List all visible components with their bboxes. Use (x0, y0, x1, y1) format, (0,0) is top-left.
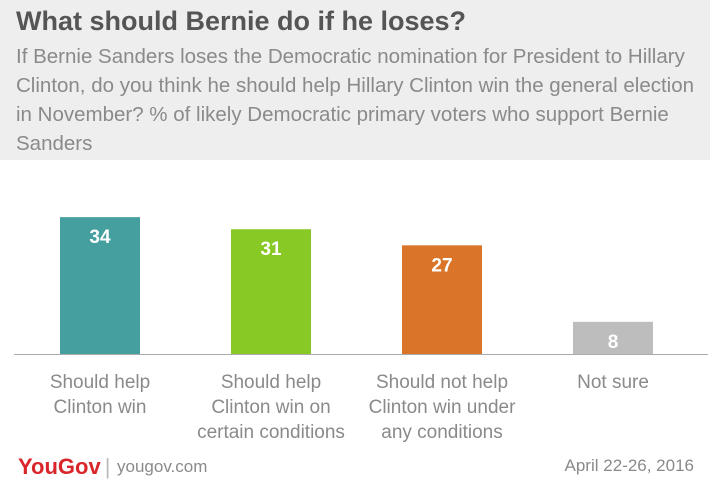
footer-url: yougov.com (117, 457, 208, 476)
category-label-4-line-1: Not sure (577, 372, 649, 393)
brand-name: YouGov (18, 454, 101, 479)
category-label-2-line-2: Clinton win on (211, 397, 330, 418)
survey-date: April 22-26, 2016 (564, 456, 694, 475)
category-label-1-line-1: Should help (50, 372, 150, 393)
chart-subtitle: If Bernie Sanders loses the Democratic n… (16, 45, 695, 155)
chart-title: What should Bernie do if he loses? (16, 6, 467, 36)
bar-4 (573, 321, 653, 354)
bar-chart: 34 Should help Clinton win 31 Should help Cli… (14, 217, 708, 443)
category-label-2-line-3: certain conditions (197, 422, 345, 443)
data-label-3: 27 (431, 255, 452, 276)
bar-3 (402, 245, 482, 354)
data-label-1: 34 (89, 227, 111, 248)
logo-separator: | (104, 454, 111, 479)
category-label-3-line-2: Clinton win under (369, 397, 516, 418)
header-band: What should Bernie do if he loses? If Be… (0, 0, 710, 160)
category-label-3-line-1: Should not help (376, 372, 508, 393)
bar-1 (60, 217, 140, 354)
category-label-2-line-1: Should help (221, 372, 321, 393)
category-label-3-line-3: any conditions (381, 422, 502, 443)
data-label-2: 31 (260, 239, 282, 260)
yougov-logo: YouGov | (18, 454, 114, 480)
bar-2 (231, 229, 311, 354)
data-label-4: 8 (608, 332, 619, 353)
category-label-1-line-2: Clinton win (54, 397, 147, 418)
